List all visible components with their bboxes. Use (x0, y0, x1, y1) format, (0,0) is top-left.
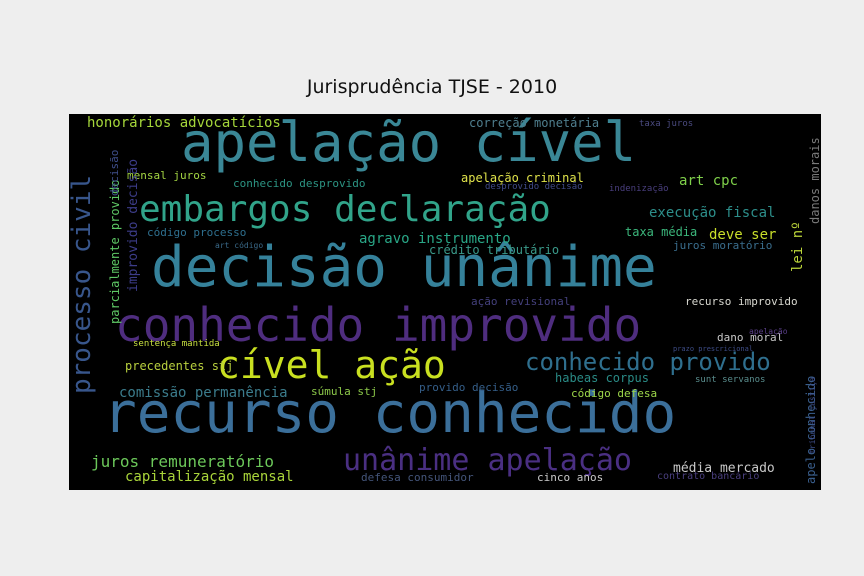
word-apelacao: apelação (749, 327, 788, 336)
word-tribunal-justica: tribunal justiça (808, 376, 817, 454)
word-sentenca-mantida: sentença mantida (133, 339, 220, 349)
word-credito-tributario: crédito tributário (429, 243, 560, 257)
word-apelacao-civel: apelação cível (181, 114, 637, 174)
word-correcao-monetaria: correção monetária (469, 116, 600, 130)
word-conhecido-desprovido: conhecido desprovido (233, 177, 366, 190)
word-codigo-defesa: código defesa (571, 387, 658, 400)
word-juros-moratorio: juros moratório (673, 239, 773, 252)
word-conhecido-improvido: conhecido improvido (115, 298, 642, 352)
word-sumula-stj: súmula stj (311, 385, 378, 398)
word-danos-morais: danos morais (808, 137, 821, 224)
word-decisao: decisão (108, 149, 121, 196)
word-capitalizacao-mensal: capitalização mensal (125, 469, 294, 485)
word-unanime-apelacao: unânime apelação (343, 443, 632, 478)
word-honorarios-advocaticios: honorários advocatícios (87, 115, 281, 131)
word-juros-remuneratorio: juros remuneratório (91, 452, 275, 471)
word-taxa-media: taxa média (625, 225, 698, 239)
word-recurso-conhecido: recurso conhecido (103, 381, 677, 446)
word-deve-ser: deve ser (709, 227, 777, 243)
word-habeas-corpus: habeas corpus (555, 371, 649, 385)
word-indenizacao: indenização (609, 184, 669, 194)
word-comissao-permanencia: comissão permanência (119, 385, 288, 401)
word-dano-moral: dano moral (717, 331, 784, 344)
word-execucao-fiscal: execução fiscal (649, 205, 776, 221)
word-processo-civil: processo civil (69, 174, 97, 394)
word-art-cpc: art cpc (679, 173, 739, 189)
word-civel-acao: cível ação (217, 343, 446, 387)
word-contrato-bancario: contrato bancário (657, 471, 760, 482)
word-prazo-prescricional: prazo prescricional (673, 345, 754, 353)
word-provido-decisao: provido decisão (419, 381, 519, 394)
word-apelacao-criminal: apelação criminal (461, 171, 584, 185)
word-desprovido-decisao: desprovido decisão (485, 182, 583, 192)
word-lei-n: lei nº (790, 221, 806, 272)
figure-title: Jurisprudência TJSE - 2010 (306, 76, 558, 98)
word-codigo-processo: código processo (147, 226, 247, 239)
word-art-codigo: art código (215, 241, 264, 250)
word-sunt-servanos: sunt servanos (695, 375, 766, 385)
word-conhecido-provido: conhecido provido (525, 348, 771, 376)
word-agravo-instrumento: agravo instrumento (359, 231, 511, 247)
word-improvido-decisao: improvido decisão (126, 158, 141, 292)
word-parcialmente-provido: parcialmente provido (108, 179, 122, 325)
word-recurso-improvido: recurso improvido (685, 295, 798, 308)
word-precedentes-stj: precedentes stj (125, 359, 234, 373)
word-media-mercado: média mercado (673, 461, 775, 476)
word-taxa-juros: taxa juros (639, 119, 694, 129)
word-defesa-consumidor: defesa consumidor (361, 471, 474, 484)
word-cinco-anos: cinco anos (537, 471, 604, 484)
word-mensal-juros: mensal juros (127, 169, 207, 182)
word-decisao-unanime: decisão unânime (151, 235, 657, 300)
word-cloud: recurso conhecido decisão unânime apelação… (69, 114, 821, 490)
word-embargos-declaracao: embargos declaração (139, 189, 551, 230)
word-acao-revisional: ação revisional (471, 295, 571, 308)
